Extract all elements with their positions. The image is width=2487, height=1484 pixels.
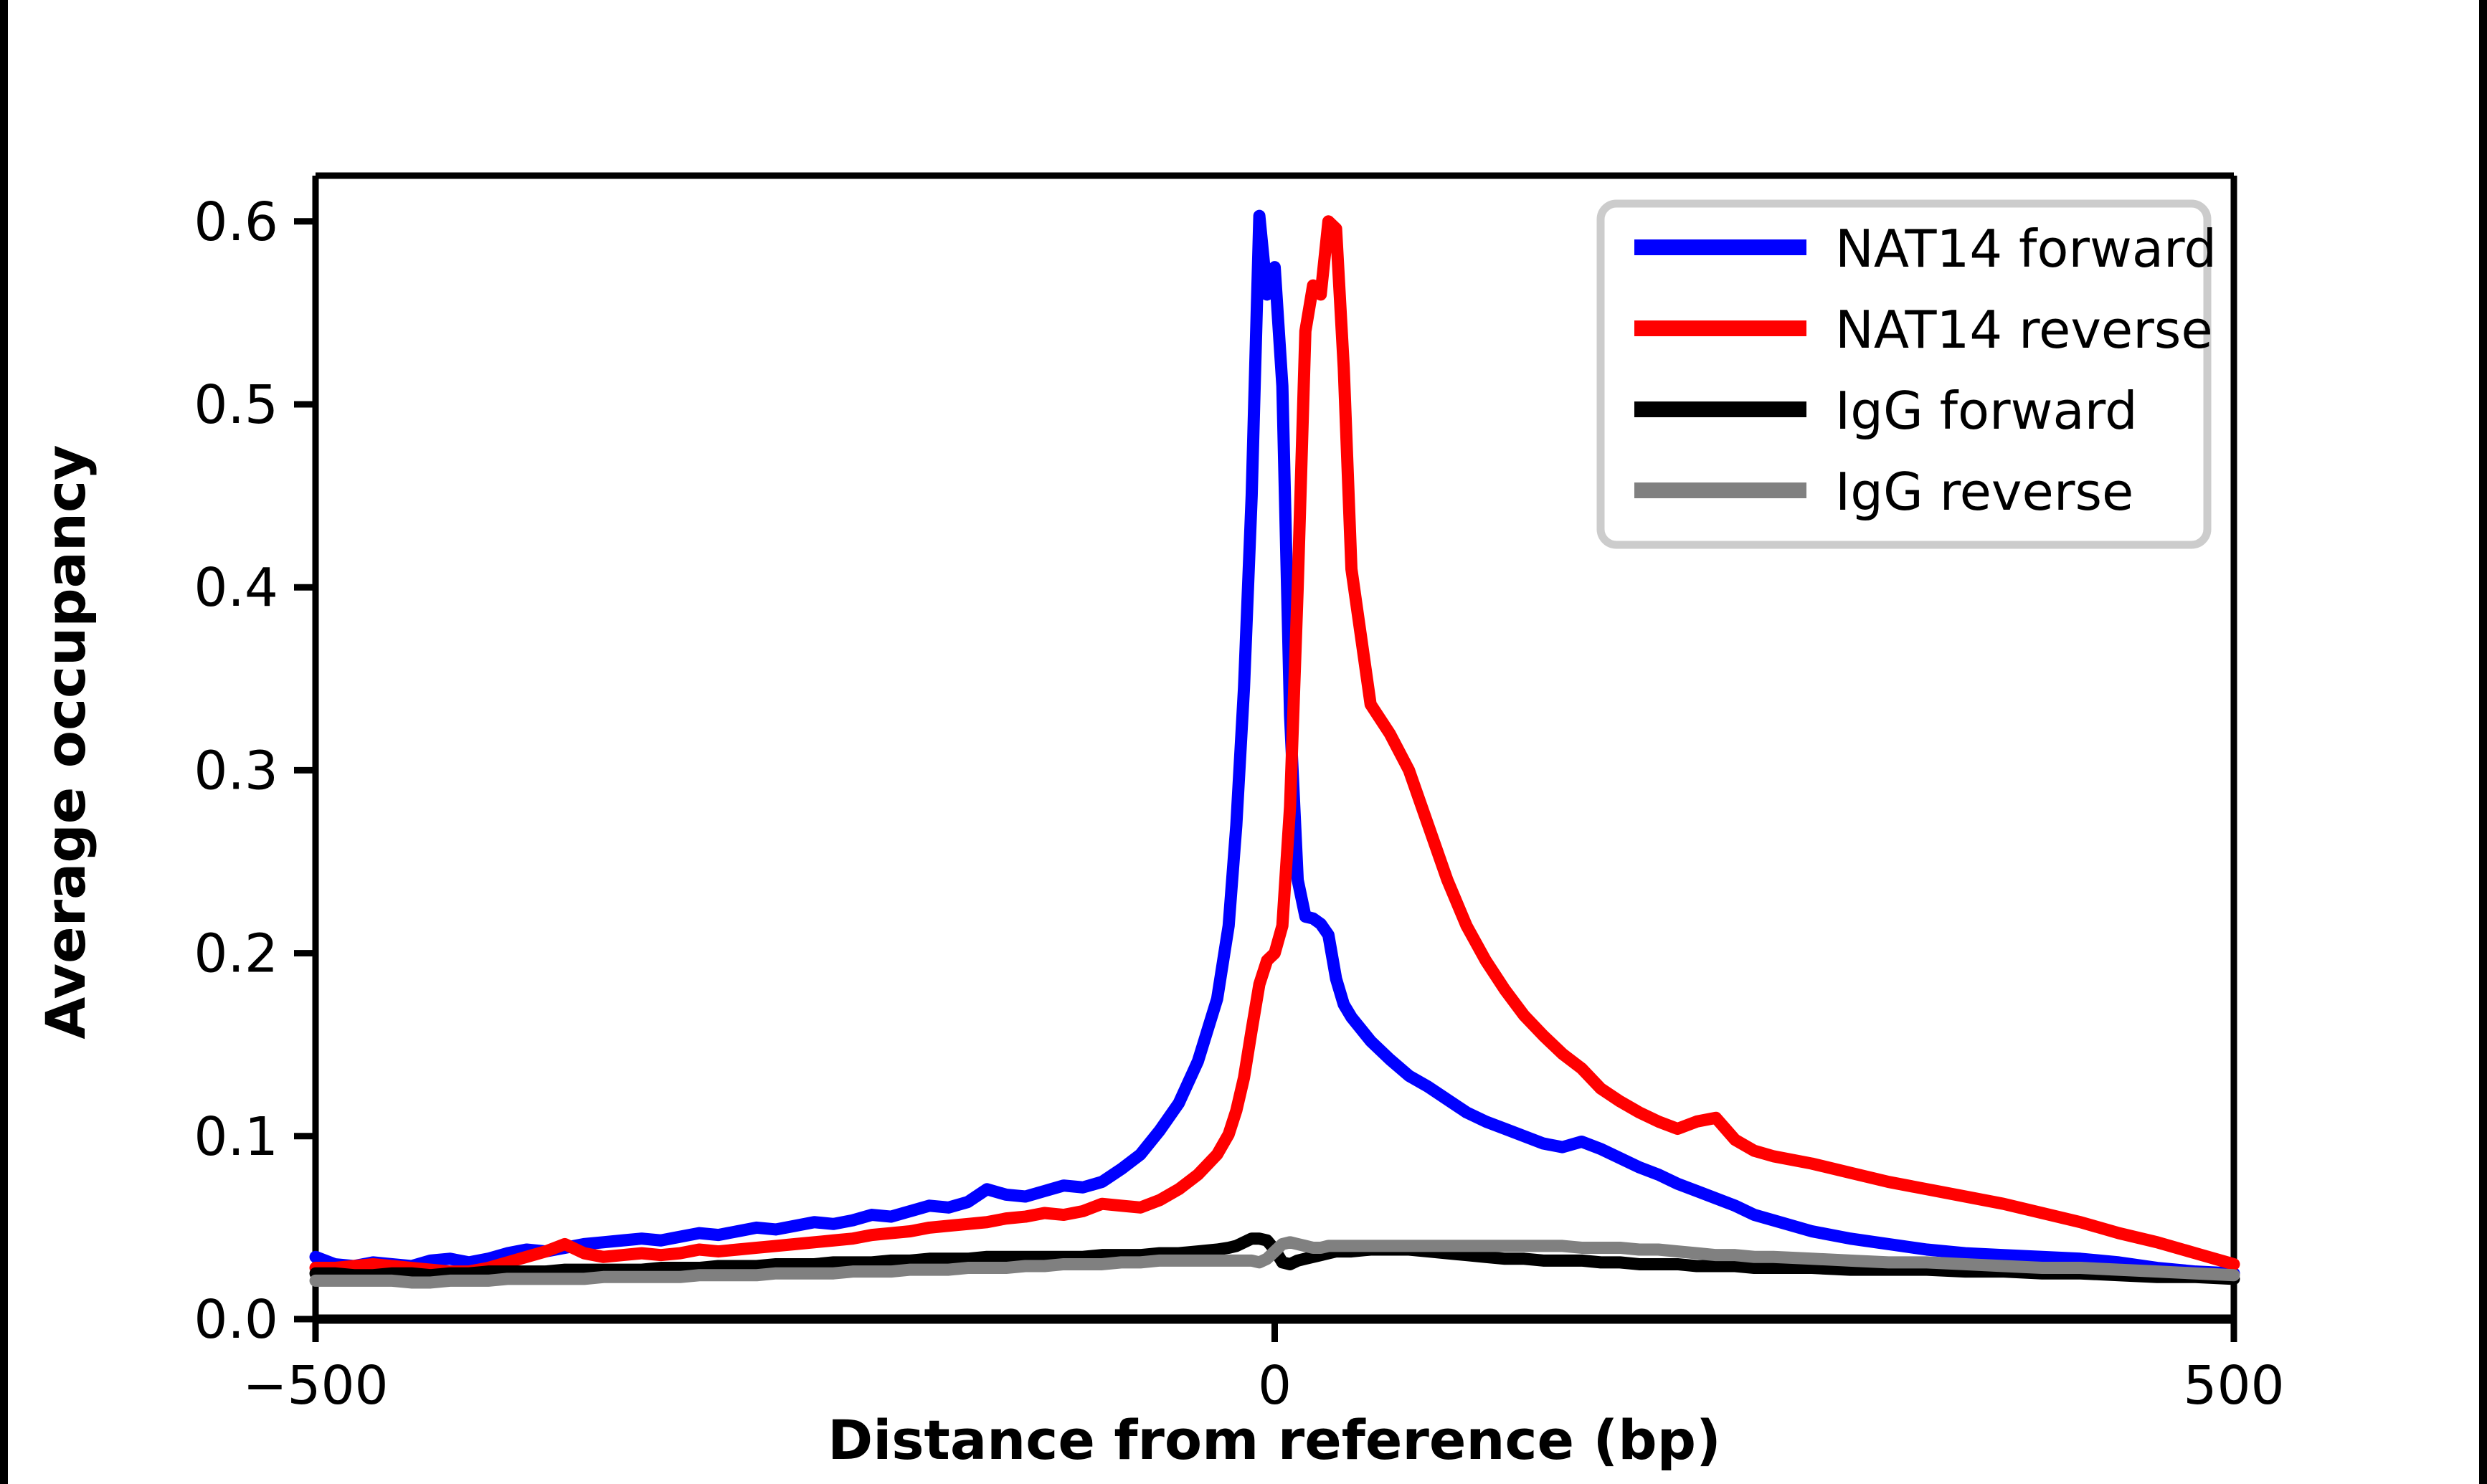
x-tick-label-1: 0 <box>1258 1355 1292 1417</box>
y-tick-label-2: 0.2 <box>194 923 278 985</box>
y-tick-label-3: 0.3 <box>194 740 278 802</box>
chart-figure: 0.0 0.1 0.2 0.3 0.4 0.5 0.6 −500 0 500 Distance … <box>8 0 2479 1484</box>
x-tick-label-0: −500 <box>242 1355 388 1417</box>
x-tick-label-2: 500 <box>2183 1355 2284 1417</box>
right-edge-band <box>2479 0 2487 1484</box>
legend-box <box>1596 199 2212 549</box>
y-axis-tick-labels: 0.0 0.1 0.2 0.3 0.4 0.5 0.6 <box>194 191 278 1351</box>
series-line-nat14-reverse <box>309 215 2240 1278</box>
left-edge-band <box>0 0 8 1484</box>
y-tick-label-5: 0.5 <box>194 374 278 436</box>
y-tick-label-4: 0.4 <box>194 557 278 619</box>
y-axis-ticks <box>294 218 316 1323</box>
y-tick-label-1: 0.1 <box>194 1106 278 1168</box>
legend-label-2[interactable]: IgG forward <box>1835 381 2138 441</box>
y-axis-title: Average occupancy <box>34 444 98 1039</box>
y-tick-label-6: 0.6 <box>194 191 278 253</box>
occupancy-line-chart: 0.0 0.1 0.2 0.3 0.4 0.5 0.6 −500 0 500 Distance … <box>8 0 2479 1484</box>
legend-label-0[interactable]: NAT14 forward <box>1835 219 2217 279</box>
x-axis-tick-labels: −500 0 500 <box>242 1355 2284 1417</box>
x-axis-title: Distance from reference (bp) <box>828 1408 1721 1472</box>
legend-label-1[interactable]: NAT14 reverse <box>1835 300 2213 360</box>
legend-label-3[interactable]: IgG reverse <box>1835 462 2133 522</box>
y-tick-label-0: 0.0 <box>194 1289 278 1351</box>
legend[interactable]: NAT14 forward NAT14 reverse IgG forward IgG… <box>1596 199 2217 549</box>
series-line-igg-forward <box>309 1232 2240 1285</box>
series-line-nat14-forward <box>309 209 2240 1280</box>
data-series-group <box>309 209 2240 1289</box>
series-line-igg-reverse <box>309 1236 2240 1289</box>
